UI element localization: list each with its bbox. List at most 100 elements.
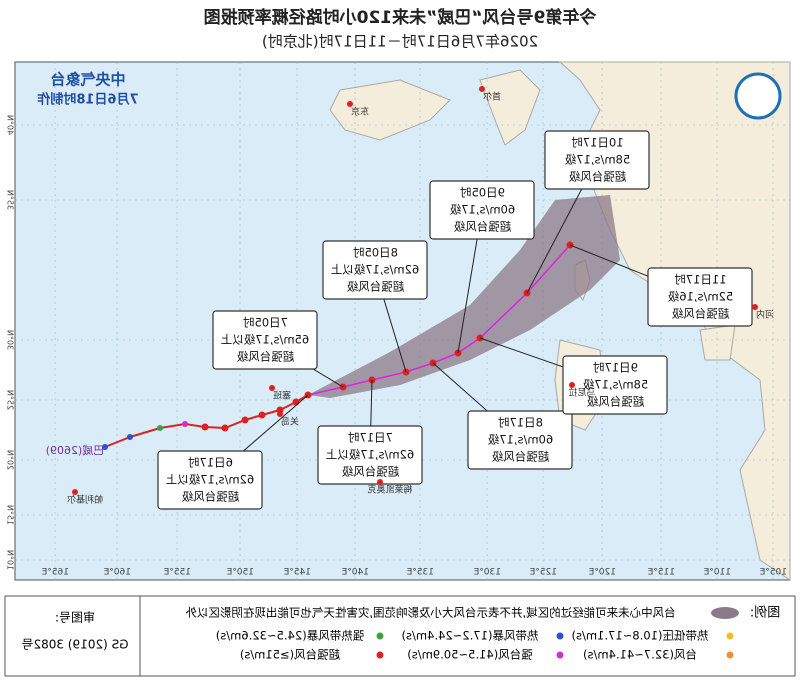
agency: 中央气象台 bbox=[50, 71, 125, 89]
forecast-wind: 58m/s,17级 bbox=[582, 378, 648, 392]
lon-label: 160°E bbox=[103, 568, 131, 578]
place-name: 东京 bbox=[351, 106, 369, 118]
lon-label: 155°E bbox=[163, 568, 191, 578]
track-point bbox=[292, 398, 300, 406]
forecast-box bbox=[429, 180, 535, 240]
forecast-box bbox=[647, 267, 753, 327]
track-point bbox=[182, 421, 188, 427]
forecast-level: 超强台风级 bbox=[236, 350, 294, 364]
legend-cone bbox=[711, 607, 739, 619]
track-point bbox=[258, 411, 266, 419]
lon-label: 130°E bbox=[473, 568, 501, 578]
lon-label: 120°E bbox=[588, 568, 616, 578]
lat-label: 20°N bbox=[6, 450, 15, 470]
forecast-wind: 65m/s,17级以上 bbox=[221, 333, 310, 347]
lon-label: 165°E bbox=[41, 568, 69, 578]
legend-cone-text: 台风中心未来可能经过的区域,并不表示台风大小及影响范围,灾害性天气也可能出现在阴… bbox=[185, 606, 676, 620]
legend-dot bbox=[556, 651, 564, 659]
forecast-level: 超强台风级 bbox=[586, 395, 644, 409]
forecast-time: 9日05时 bbox=[460, 186, 505, 200]
lon-label: 105°E bbox=[759, 568, 787, 578]
legend-dot bbox=[376, 651, 384, 659]
land-japan bbox=[329, 79, 451, 141]
legend-item: 热带低压(10.8~17.1m/s) bbox=[572, 629, 709, 643]
forecast-level: 超强台风级 bbox=[181, 490, 239, 504]
legend-item: 强热带风暴(24.5~32.6m/s) bbox=[216, 629, 364, 643]
forecast-box bbox=[317, 425, 423, 485]
track-point bbox=[127, 434, 133, 440]
forecast-time: 11日17时 bbox=[674, 273, 727, 287]
track-point bbox=[102, 444, 108, 450]
map: 165°E 160°E 155°E 150°E 145°E 140°E 135°E 130°E… bbox=[6, 61, 791, 581]
legend-item: 超强台风(≥51m/s) bbox=[240, 648, 340, 662]
lon-label: 150°E bbox=[226, 568, 254, 578]
place-dot bbox=[277, 411, 283, 417]
place-dot bbox=[479, 86, 485, 92]
forecast-wind: 60m/s,17级 bbox=[449, 203, 515, 217]
legend-dot bbox=[726, 632, 734, 640]
legend: 图例: 台风中心未来可能经过的区域,并不表示台风大小及影响范围,灾害性天气也可能… bbox=[4, 595, 796, 677]
lon-label: 125°E bbox=[529, 568, 557, 578]
forecast-wind: 62m/s,17级以上 bbox=[326, 448, 415, 462]
forecast-wind: 62m/s,17级以上 bbox=[331, 263, 420, 277]
forecast-level: 超强台风级 bbox=[453, 220, 511, 234]
place-name: 梅莱凯奥克 bbox=[367, 484, 412, 496]
map-number-label: 审图号: bbox=[55, 610, 95, 625]
forecast-wind: 52m/s,16级 bbox=[667, 290, 733, 304]
lon-label: 135°E bbox=[406, 568, 434, 578]
forecast-wind: 60m/s,17级 bbox=[487, 433, 553, 447]
forecast-time: 9日17时 bbox=[593, 361, 638, 375]
forecast-time: 10日17时 bbox=[571, 136, 624, 150]
lat-label: 15°N bbox=[6, 505, 15, 525]
place-name: 塞班 bbox=[273, 390, 291, 402]
lon-label: 145°E bbox=[283, 568, 311, 578]
forecast-box bbox=[544, 130, 650, 190]
forecast-box bbox=[212, 310, 318, 370]
legend-item: 台风(32.7~41.4m/s) bbox=[583, 648, 697, 662]
track-point bbox=[241, 416, 249, 424]
forecast-box bbox=[157, 450, 263, 510]
forecast-level: 超强台风级 bbox=[346, 280, 404, 294]
land-hainan bbox=[699, 324, 736, 361]
land-korea bbox=[479, 69, 541, 146]
map-number: GS (2019) 3082号 bbox=[22, 638, 129, 652]
track-point bbox=[201, 423, 209, 431]
place-dot bbox=[377, 479, 383, 485]
legend-dot bbox=[376, 632, 384, 640]
forecast-time: 8日05时 bbox=[353, 246, 398, 260]
forecast-level: 超强台风级 bbox=[568, 170, 626, 184]
lon-label: 115°E bbox=[647, 568, 675, 578]
forecast-time: 7日05时 bbox=[243, 316, 288, 330]
probability-cone bbox=[308, 195, 620, 398]
legend-item: 热带风暴(17.2~24.4m/s) bbox=[402, 629, 539, 643]
forecast-box bbox=[322, 240, 428, 300]
place-dot bbox=[72, 489, 78, 495]
lat-label: 35°N bbox=[6, 190, 15, 210]
logo bbox=[734, 72, 782, 120]
place-dot bbox=[269, 385, 275, 391]
legend-frame bbox=[4, 595, 796, 677]
place-dot bbox=[569, 382, 575, 388]
forecast-box bbox=[562, 355, 668, 415]
subtitle: 2026年7月6日17时－11日17时(北京时) bbox=[262, 33, 538, 51]
track-point bbox=[157, 425, 163, 431]
place-dot bbox=[752, 304, 758, 310]
lat-label: 40°N bbox=[6, 115, 15, 135]
forecast-level: 超强台风级 bbox=[491, 450, 549, 464]
place-dot bbox=[347, 101, 353, 107]
place-name: 马尼拉 bbox=[568, 387, 595, 399]
forecast-wind: 58m/s,17级 bbox=[564, 153, 630, 167]
place-name: 首尔 bbox=[483, 91, 501, 103]
forecast-level: 超强台风级 bbox=[671, 307, 729, 321]
place-name: 河内 bbox=[756, 309, 774, 321]
legend-title: 图例: bbox=[750, 606, 780, 621]
forecast-time: 6日17时 bbox=[188, 456, 233, 470]
lat-label: 25°N bbox=[6, 390, 15, 410]
forecast-wind: 62m/s,17级以上 bbox=[166, 473, 255, 487]
forecast-time: 7日17时 bbox=[348, 431, 393, 445]
made-time: 7月6日18时制作 bbox=[37, 92, 138, 108]
lat-label: 30°N bbox=[6, 330, 15, 350]
forecast-box bbox=[467, 410, 573, 470]
forecast-time: 8日17时 bbox=[498, 416, 543, 430]
